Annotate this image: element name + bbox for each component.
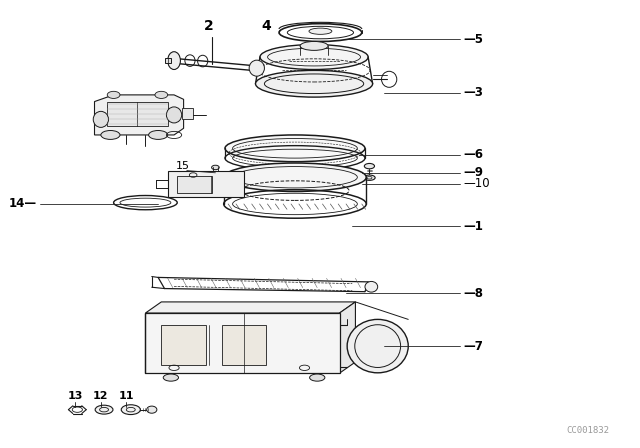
Bar — [161, 325, 206, 365]
Bar — [108, 102, 168, 126]
Text: 15: 15 — [176, 161, 190, 171]
Ellipse shape — [300, 42, 328, 50]
Ellipse shape — [364, 164, 374, 169]
Ellipse shape — [155, 91, 168, 99]
Text: 12: 12 — [93, 391, 109, 401]
Text: 4: 4 — [262, 18, 271, 33]
Ellipse shape — [260, 44, 368, 69]
Text: 2: 2 — [204, 18, 214, 33]
Ellipse shape — [101, 130, 120, 139]
Ellipse shape — [121, 405, 140, 414]
Bar — [168, 171, 244, 197]
Text: —5: —5 — [463, 33, 484, 46]
Text: 14—: 14— — [9, 198, 37, 211]
Ellipse shape — [364, 175, 375, 181]
Text: —6: —6 — [463, 148, 484, 161]
Text: —9: —9 — [463, 166, 484, 179]
Polygon shape — [145, 302, 355, 313]
Text: CC001832: CC001832 — [566, 426, 609, 435]
Ellipse shape — [249, 60, 264, 76]
Text: —3: —3 — [463, 86, 483, 99]
Polygon shape — [95, 95, 184, 135]
Ellipse shape — [108, 91, 120, 99]
Ellipse shape — [168, 52, 180, 69]
Bar — [177, 176, 212, 193]
Ellipse shape — [255, 70, 372, 97]
Ellipse shape — [347, 319, 408, 373]
Ellipse shape — [95, 405, 113, 414]
Ellipse shape — [148, 130, 168, 139]
Ellipse shape — [310, 374, 325, 381]
Text: 11: 11 — [118, 391, 134, 401]
Polygon shape — [339, 302, 355, 373]
Ellipse shape — [166, 107, 182, 123]
Text: —10: —10 — [463, 177, 490, 190]
Bar — [145, 313, 339, 373]
Ellipse shape — [365, 281, 378, 292]
Ellipse shape — [147, 406, 157, 413]
Text: —7: —7 — [463, 340, 483, 353]
Text: —8: —8 — [463, 287, 484, 300]
Ellipse shape — [309, 28, 332, 34]
Ellipse shape — [212, 165, 220, 170]
Bar — [182, 108, 193, 119]
Ellipse shape — [225, 135, 365, 162]
Text: —1: —1 — [463, 220, 483, 233]
Ellipse shape — [163, 374, 179, 381]
Text: 13: 13 — [68, 391, 83, 401]
Bar — [222, 325, 266, 365]
Ellipse shape — [224, 163, 366, 191]
Ellipse shape — [93, 112, 109, 127]
Bar — [164, 58, 171, 63]
